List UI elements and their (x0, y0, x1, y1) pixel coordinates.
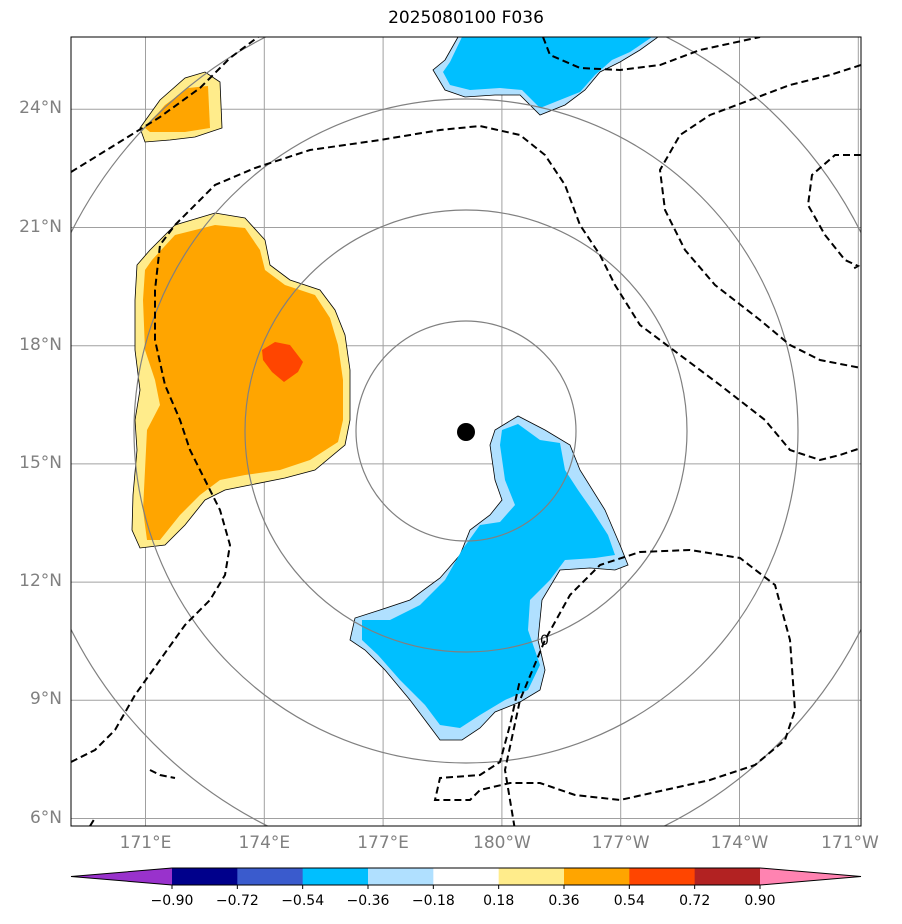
colorbar-tick-label: −0.54 (281, 893, 325, 909)
colorbar-tick-label: −0.36 (346, 893, 390, 909)
storm-center-marker (457, 423, 475, 441)
lon-tick-label: 180°W (473, 833, 531, 853)
colorbar-tick-label: 0.54 (613, 893, 645, 909)
colorbar-segment (172, 868, 238, 885)
lon-tick-label: 171°W (821, 833, 879, 853)
colorbar-tick-label: 0.18 (483, 893, 515, 909)
map-plot-area: 0 (71, 37, 861, 826)
lat-tick-label: 15°N (19, 452, 62, 473)
map-title: 2025080100 F036 (388, 8, 544, 28)
colorbar-segment (368, 868, 434, 885)
lat-tick-label: 18°N (19, 334, 62, 355)
map-frame (70, 36, 862, 827)
colorbar-tick-label: −0.18 (411, 893, 455, 909)
colorbar-segment (629, 868, 696, 885)
colorbar-tick-label: 0.72 (679, 893, 711, 909)
colorbar-tick-label: 0.90 (744, 893, 776, 909)
colorbar-segment (564, 868, 630, 885)
colorbar-tick-label: −0.90 (150, 893, 194, 909)
colorbar-tick-label: 0.36 (548, 893, 580, 909)
positive-anomaly-west (131, 212, 351, 549)
range-rings (71, 37, 861, 826)
lat-tick-label: 21°N (19, 216, 62, 237)
dashed-contours (71, 37, 861, 826)
lon-tick-label: 174°W (710, 833, 769, 853)
lon-tick-label: 177°W (591, 833, 650, 853)
lon-tick-label: 171°E (119, 833, 172, 853)
colorbar-extend-high (760, 868, 861, 885)
colorbar (70, 867, 862, 889)
lat-tick-label: 12°N (19, 571, 62, 592)
colorbar-segment (498, 868, 565, 885)
lon-tick-label: 177°E (357, 833, 409, 853)
lat-tick-label: 24°N (19, 98, 62, 119)
colorbar-extend-low (71, 868, 172, 885)
colorbar-segment (237, 868, 304, 885)
positive-anomaly-northwest (139, 71, 223, 143)
negative-anomaly-north (432, 37, 659, 116)
lon-tick-label: 174°E (238, 833, 291, 853)
colorbar-segment (302, 868, 369, 885)
contour-zero-label: 0 (540, 633, 549, 649)
colorbar-tick-label: −0.72 (215, 893, 259, 909)
colorbar-segment (694, 868, 761, 885)
lat-tick-label: 9°N (29, 689, 62, 710)
lat-tick-label: 6°N (29, 807, 62, 828)
colorbar-segment (433, 868, 500, 885)
